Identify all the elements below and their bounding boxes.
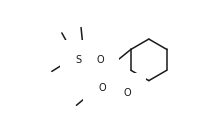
Text: O: O: [124, 88, 131, 98]
Text: Si: Si: [75, 55, 84, 65]
Text: O: O: [98, 83, 106, 93]
Text: O: O: [96, 55, 104, 65]
